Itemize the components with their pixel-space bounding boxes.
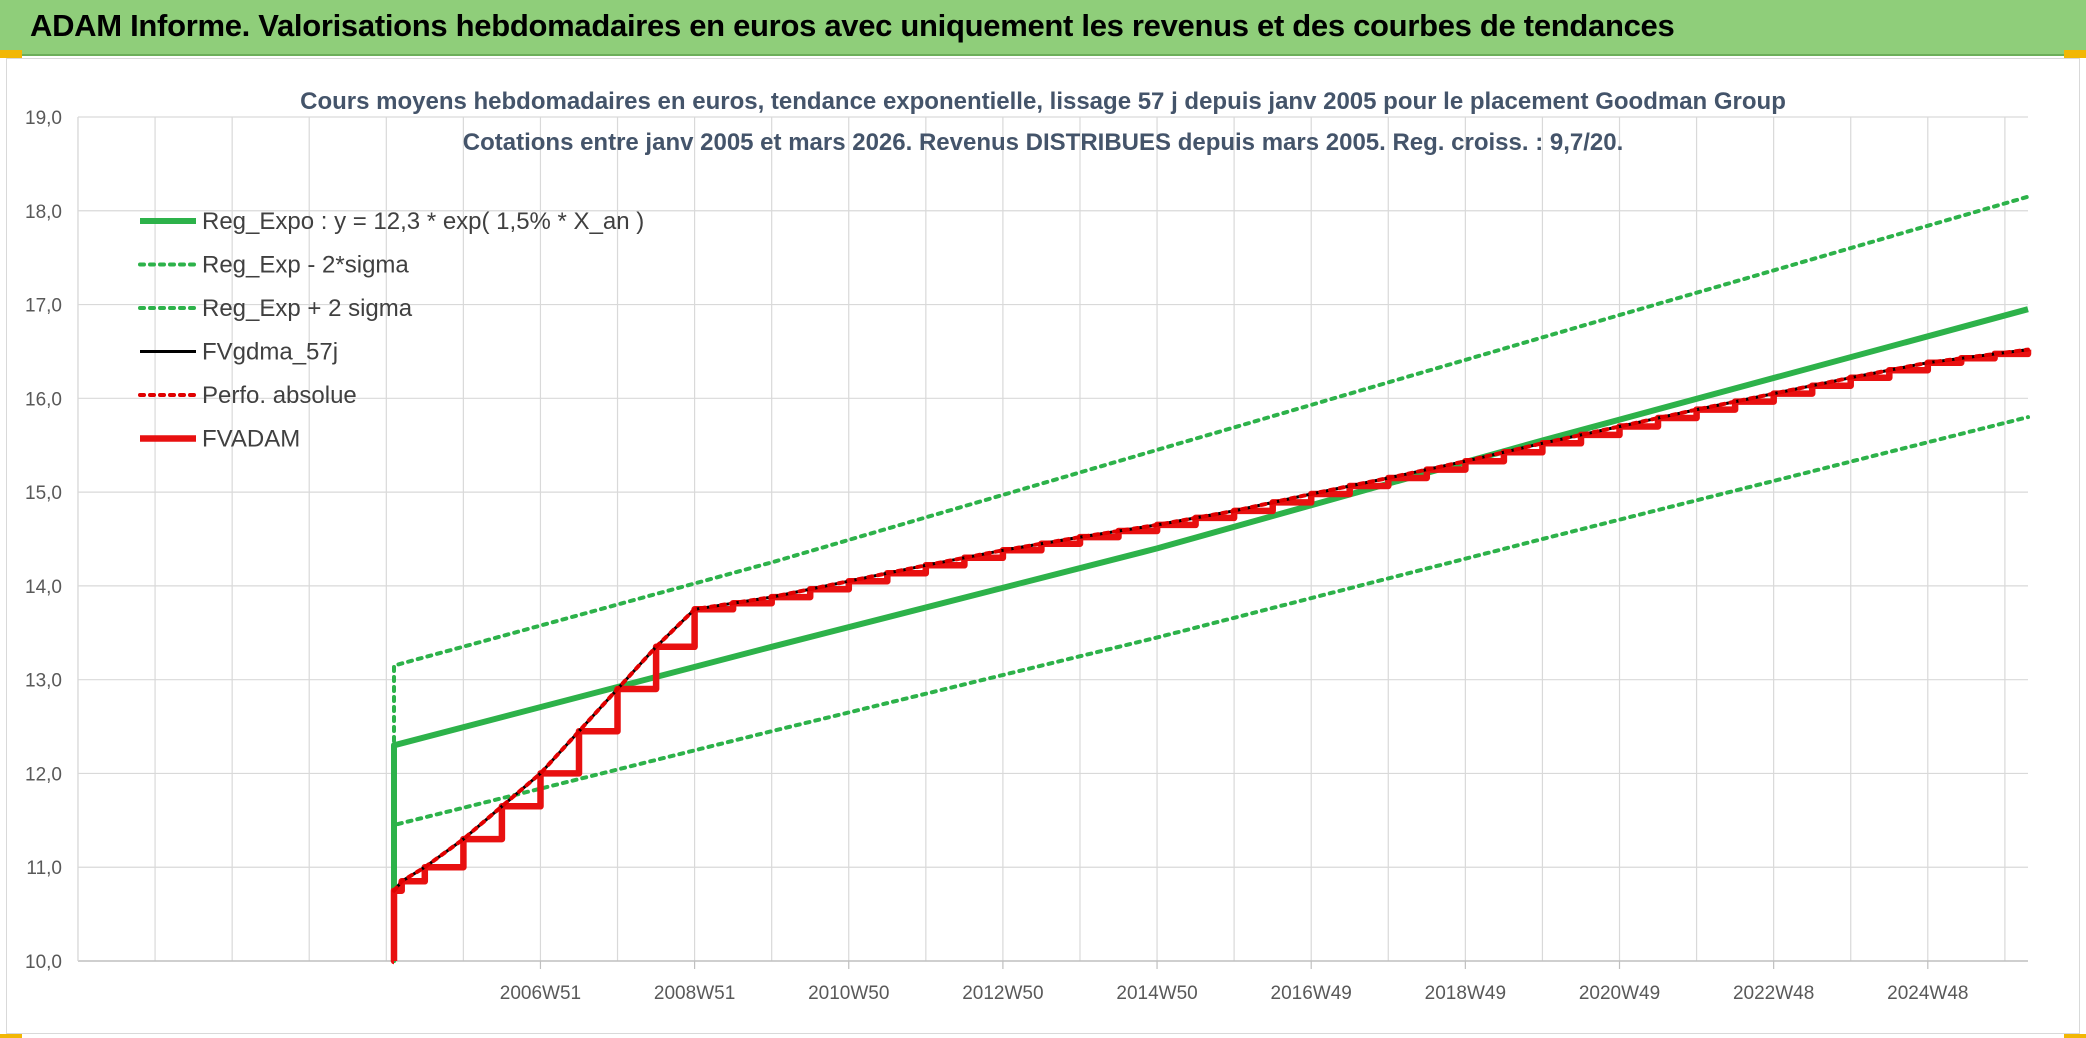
corner-marker-left (0, 50, 22, 58)
y-tick-label: 13,0 (25, 671, 62, 692)
legend-label: FVgdma_57j (202, 339, 338, 366)
x-tick-label: 2008W51 (654, 983, 735, 1004)
legend: Reg_Expo : y = 12,3 * exp( 1,5% * X_an )… (138, 208, 644, 453)
series-line-0 (391, 306, 2029, 961)
y-tick-label: 19,0 (25, 108, 62, 129)
grid (77, 116, 2028, 961)
series-line-3 (392, 348, 2029, 892)
report-banner: ADAM Informe. Valorisations hebdomadaire… (0, 0, 2086, 56)
x-tick-label: 2018W49 (1425, 983, 1506, 1004)
y-tick-label: 10,0 (25, 952, 62, 973)
x-tick-label: 2022W48 (1733, 983, 1814, 1004)
series-line-5 (390, 349, 2032, 965)
x-tick-label: 2024W48 (1887, 983, 1968, 1004)
legend-label: Perfo. absolue (202, 382, 357, 409)
chart-titles: Cours moyens hebdomadaires en euros, ten… (300, 88, 1786, 156)
y-tick-label: 17,0 (25, 296, 62, 317)
y-tick-label: 15,0 (25, 483, 62, 504)
corner-marker-bottom-left (0, 1034, 22, 1038)
legend-label: Reg_Exp - 2*sigma (202, 252, 409, 279)
series-line-2 (392, 194, 2030, 963)
chart-subtitle: Cotations entre janv 2005 et mars 2026. … (463, 129, 1624, 156)
x-tick-label: 2006W51 (500, 983, 581, 1004)
legend-label: FVADAM (202, 426, 300, 453)
legend-label: Reg_Exp + 2 sigma (202, 295, 413, 322)
y-tick-label: 16,0 (25, 389, 62, 410)
y-tick-label: 14,0 (25, 577, 62, 598)
chart-title: Cours moyens hebdomadaires en euros, ten… (300, 88, 1786, 115)
chart-frame (6, 58, 2080, 1034)
corner-marker-bottom-right (2064, 1034, 2086, 1038)
corner-marker-right (2064, 50, 2086, 58)
series-lines (390, 194, 2032, 965)
x-tick-label: 2016W49 (1271, 983, 1352, 1004)
x-tick-label: 2014W50 (1116, 983, 1197, 1004)
banner-title: ADAM Informe. Valorisations hebdomadaire… (30, 8, 1675, 43)
x-tick-label: 2012W50 (962, 983, 1043, 1004)
series-line-4 (392, 347, 2030, 893)
y-tick-label: 18,0 (25, 202, 62, 223)
x-tick-label: 2010W50 (808, 983, 889, 1004)
axes: 10,0 11,0 12,0 13,0 14,0 15,0 16,0 17,0 18,0 19,0… (25, 108, 2028, 1004)
y-tick-label: 11,0 (26, 858, 62, 879)
y-tick-label: 12,0 (25, 764, 62, 785)
x-tick-label: 2020W49 (1579, 983, 1660, 1004)
legend-label: Reg_Expo : y = 12,3 * exp( 1,5% * X_an ) (202, 208, 644, 235)
